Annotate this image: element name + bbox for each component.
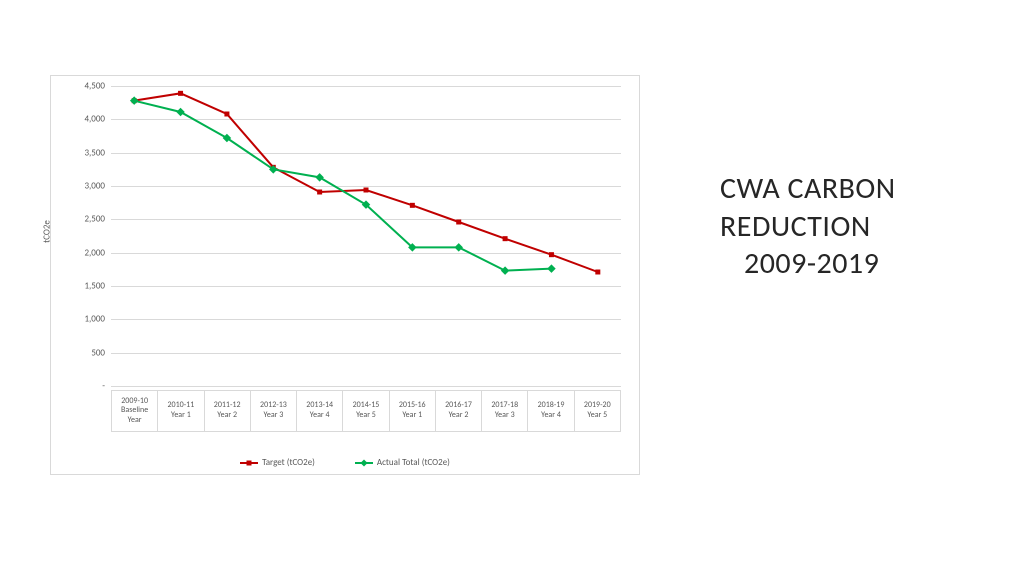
series-marker — [503, 236, 508, 241]
title-line-3: 2009-2019 — [720, 245, 1000, 283]
legend-item: Actual Total (tCO2e) — [355, 457, 450, 468]
x-category: 2011-12Year 2 — [204, 390, 250, 432]
chart-lines — [111, 86, 621, 386]
series-marker — [130, 96, 138, 104]
y-axis: -5001,0001,5002,0002,5003,0003,5004,0004… — [51, 86, 109, 386]
y-tick: 1,500 — [85, 281, 106, 292]
y-tick: 3,500 — [85, 147, 106, 158]
y-tick: 4,000 — [85, 114, 106, 125]
series-marker — [317, 190, 322, 195]
x-category: 2017-18Year 3 — [481, 390, 527, 432]
x-category: 2009-10BaselineYear — [111, 390, 157, 432]
y-tick: 2,000 — [85, 247, 106, 258]
y-tick: 500 — [91, 347, 105, 358]
x-category: 2014-15Year 5 — [342, 390, 388, 432]
x-category: 2016-17Year 2 — [435, 390, 481, 432]
y-tick: 4,500 — [85, 81, 106, 92]
legend-swatch — [355, 462, 373, 464]
y-tick: 2,500 — [85, 214, 106, 225]
series-marker — [176, 108, 184, 116]
y-tick: 3,000 — [85, 181, 106, 192]
title-line-1: CWA CARBON — [720, 170, 1000, 208]
y-tick: - — [102, 381, 105, 392]
x-category: 2019-20Year 5 — [574, 390, 621, 432]
x-category: 2012-13Year 3 — [250, 390, 296, 432]
y-tick: 1,000 — [85, 314, 106, 325]
series-marker — [315, 173, 323, 181]
x-category: 2010-11Year 1 — [157, 390, 203, 432]
series-marker — [224, 112, 229, 117]
legend-swatch — [240, 462, 258, 464]
legend-label: Target (tCO2e) — [262, 457, 315, 468]
series-marker — [501, 266, 509, 274]
legend-label: Actual Total (tCO2e) — [377, 457, 450, 468]
series-line — [134, 101, 551, 271]
line-chart: tCO2e -5001,0001,5002,0002,5003,0003,500… — [50, 75, 640, 475]
series-marker — [454, 243, 462, 251]
x-category: 2013-14Year 4 — [296, 390, 342, 432]
series-line — [134, 93, 598, 272]
slide-title: CWA CARBON REDUCTION 2009-2019 — [720, 170, 1000, 283]
legend-item: Target (tCO2e) — [240, 457, 315, 468]
legend: Target (tCO2e) Actual Total (tCO2e) — [51, 457, 639, 468]
series-marker — [410, 203, 415, 208]
gridline — [111, 386, 621, 387]
x-axis-categories: 2009-10BaselineYear2010-11Year 12011-12Y… — [111, 390, 621, 432]
plot-area — [111, 86, 621, 386]
slide: tCO2e -5001,0001,5002,0002,5003,0003,500… — [0, 0, 1024, 576]
x-category: 2015-16Year 1 — [389, 390, 435, 432]
series-marker — [456, 220, 461, 225]
x-category: 2018-19Year 4 — [527, 390, 573, 432]
series-marker — [595, 270, 600, 275]
series-marker — [547, 264, 555, 272]
series-marker — [364, 188, 369, 193]
series-marker — [178, 91, 183, 96]
series-marker — [549, 252, 554, 257]
title-line-2: REDUCTION — [720, 208, 1000, 246]
